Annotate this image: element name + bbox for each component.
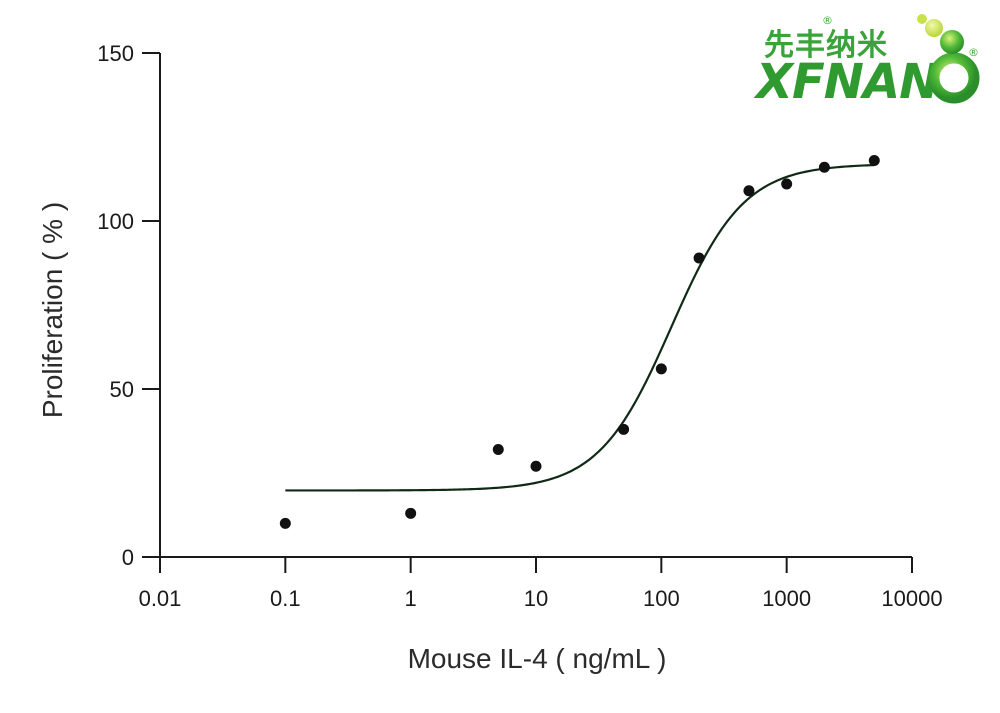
data-point: [818, 161, 830, 173]
x-tick-label: 0.01: [139, 586, 182, 611]
data-point: [868, 155, 880, 167]
y-axis-title: Proliferation ( % ): [37, 202, 68, 418]
data-point: [618, 423, 630, 435]
xfnano-logo: 先丰纳米 ® XFNAN ®: [752, 10, 990, 110]
logo-registered-mark: ®: [822, 14, 833, 27]
data-point: [492, 443, 504, 455]
data-point: [405, 507, 417, 519]
data-point: [530, 460, 542, 472]
x-tick-label: 10: [524, 586, 548, 611]
logo-o-bubble-icon: [917, 14, 980, 104]
logo-chinese-name: 先丰纳米: [764, 28, 888, 63]
x-tick-label: 10000: [881, 586, 942, 611]
logo-registered-mark-2: ®: [968, 46, 979, 59]
x-tick-label: 1: [405, 586, 417, 611]
data-point: [655, 363, 667, 375]
data-point: [781, 178, 793, 190]
y-ticks: 0 50 100 150: [97, 41, 160, 570]
y-tick-label: 50: [110, 377, 134, 402]
x-tick-label: 0.1: [270, 586, 301, 611]
data-point: [743, 185, 755, 197]
axes: [159, 53, 912, 558]
x-axis-title: Mouse IL-4 ( ng/mL ): [408, 643, 667, 674]
y-tick-label: 100: [97, 209, 134, 234]
data-points: [279, 155, 880, 529]
data-point: [693, 252, 705, 264]
logo-english-name: XFNAN: [756, 54, 939, 110]
data-point: [279, 517, 291, 529]
fit-curve: [285, 163, 875, 492]
x-tick-label: 100: [643, 586, 680, 611]
x-tick-label: 1000: [762, 586, 811, 611]
y-tick-label: 150: [97, 41, 134, 66]
x-ticks: 0.01 0.1 1 10 100 1000 10000: [139, 557, 943, 611]
y-tick-label: 0: [122, 545, 134, 570]
